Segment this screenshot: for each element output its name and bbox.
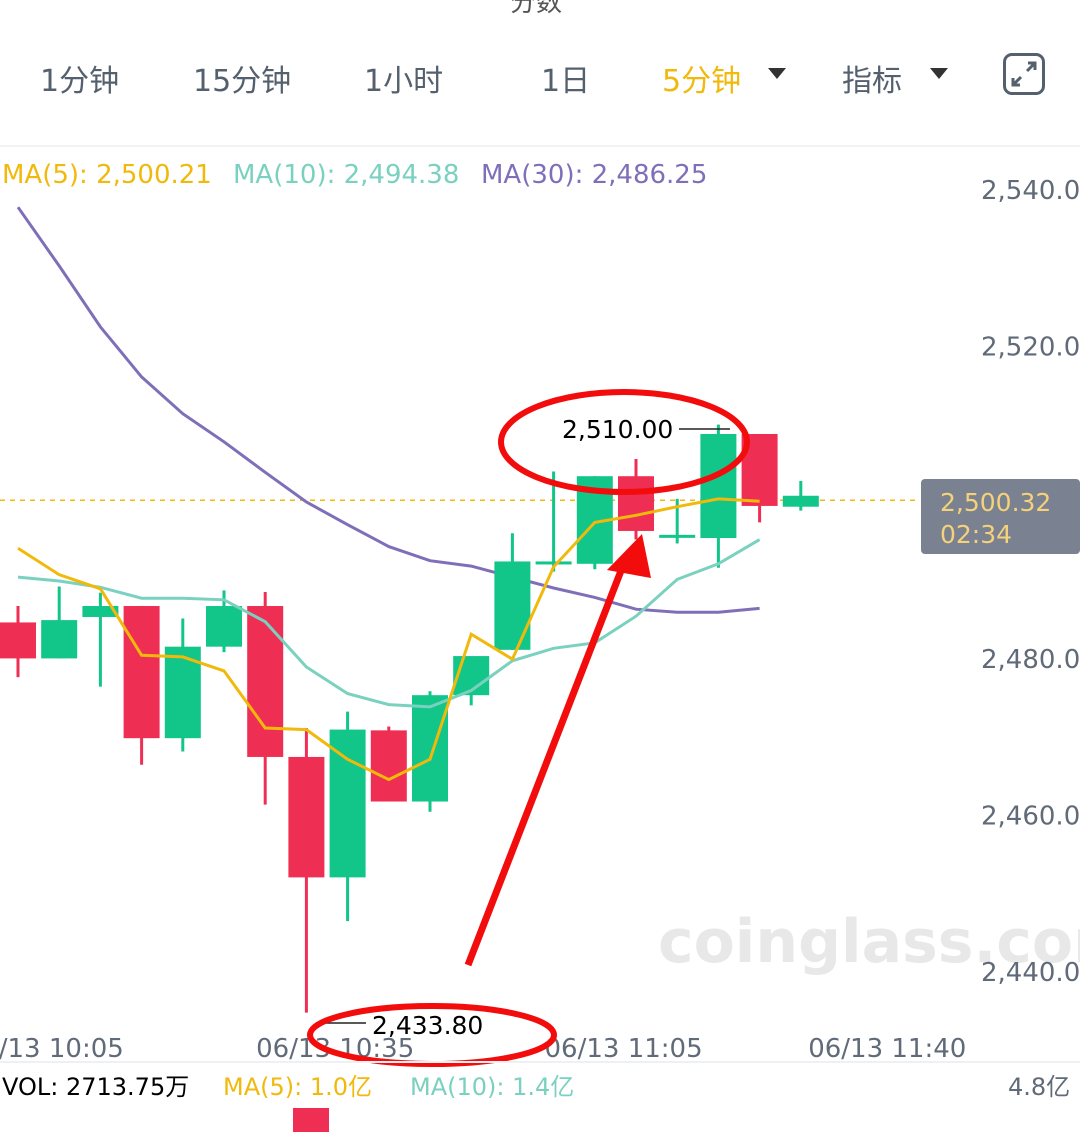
- y-tick-label: 2,480.0: [981, 645, 1080, 675]
- x-axis: 06/13 10:05 06/13 10:35 06/13 11:05 06/13 1…: [0, 1034, 966, 1064]
- candle-body: [206, 606, 242, 647]
- ma10-line: [17, 538, 761, 709]
- ma30-line: [16, 206, 760, 614]
- tab-1min[interactable]: 1分钟: [40, 64, 120, 99]
- candle: [700, 424, 737, 568]
- tab-indicators[interactable]: 指标: [842, 64, 902, 99]
- y-tick-label: 2,520.0: [981, 332, 1080, 362]
- candle-body: [370, 730, 407, 802]
- tab-15min[interactable]: 15分钟: [193, 64, 292, 99]
- candle-body: [412, 695, 448, 802]
- current-price-tag: 2,500.32 02:34: [921, 479, 1080, 554]
- volume-legend: VOL: 2713.75万 MA(5): 1.0亿 MA(10): 1.4亿 4…: [0, 1063, 1080, 1103]
- candle: [247, 591, 284, 805]
- y-tick-label: 2,440.0: [981, 958, 1080, 988]
- y-axis: 2,540.0 2,520.0 2,480.0 2,460.0 2,440.0: [981, 176, 1080, 988]
- candle: [123, 606, 160, 765]
- candle: [41, 586, 78, 659]
- low-marker: 2,433.80: [316, 1011, 483, 1040]
- tab-5min[interactable]: 5分钟: [662, 64, 742, 99]
- candle-body: [700, 433, 737, 538]
- candle-body: [618, 476, 654, 531]
- candle-body: [782, 495, 819, 507]
- timeframe-tabs: 分数 1分钟 15分钟 1小时 1日 5分钟 指标: [0, 0, 1080, 147]
- candle-body: [288, 756, 325, 878]
- ma10-legend: MA(10): 2,494.38: [233, 160, 459, 190]
- candle-body: [329, 729, 366, 878]
- candle: [782, 480, 819, 511]
- candle-body: [659, 534, 696, 538]
- candle-body: [494, 561, 531, 650]
- candle-body: [82, 606, 119, 617]
- watermark-logo: coinglass.com: [658, 907, 1080, 977]
- indicator-dropdown-icon[interactable]: [930, 68, 948, 79]
- candle: [370, 726, 407, 802]
- candle: [0, 606, 36, 678]
- volume-value: VOL: 2713.75万: [2, 1073, 190, 1101]
- candle-body: [123, 606, 160, 739]
- y-tick-label: 2,460.0: [981, 802, 1080, 832]
- ma5-legend: MA(5): 2,500.21: [2, 160, 212, 190]
- candle-body: [0, 622, 36, 659]
- x-tick-label: 06/13 10:35: [256, 1034, 414, 1064]
- x-tick-label: 06/13 10:05: [0, 1034, 124, 1064]
- x-tick-label: 06/13 11:05: [545, 1034, 703, 1064]
- header-title-cut: 分数: [510, 0, 563, 18]
- candle-body: [535, 561, 572, 565]
- volume-axis-max: 4.8亿: [1008, 1073, 1071, 1101]
- candle: [412, 691, 448, 812]
- candle: [618, 459, 654, 540]
- candle-body: [41, 620, 78, 659]
- low-circle-annotation: [307, 1003, 557, 1067]
- candle-body: [247, 606, 284, 757]
- ma5-line: [17, 497, 760, 782]
- tab-1hour[interactable]: 1小时: [364, 64, 444, 99]
- timeframe-dropdown-icon[interactable]: [768, 68, 786, 79]
- volume-ma10: MA(10): 1.4亿: [410, 1073, 575, 1101]
- countdown-timer: 02:34: [940, 520, 1012, 549]
- arrow-head-icon: [607, 534, 651, 578]
- ma30-legend: MA(30): 2,486.25: [481, 160, 707, 190]
- arrow-shaft: [464, 561, 628, 967]
- volume-ma5: MA(5): 1.0亿: [223, 1073, 373, 1101]
- low-marker-label: 2,433.80: [372, 1011, 483, 1040]
- high-circle-annotation: [498, 389, 750, 495]
- annotation-overlay: [307, 389, 750, 1067]
- candle: [329, 711, 366, 922]
- fullscreen-icon[interactable]: [1003, 53, 1045, 95]
- candle: [288, 728, 325, 1013]
- current-price-value: 2,500.32: [940, 488, 1051, 517]
- candle: [164, 618, 201, 752]
- x-tick-label: 06/13 11:40: [808, 1034, 966, 1064]
- candle: [82, 592, 119, 687]
- candles: [0, 424, 819, 1013]
- candle: [535, 471, 572, 572]
- tab-1day[interactable]: 1日: [541, 64, 591, 99]
- ma-legend: MA(5): 2,500.21 MA(10): 2,494.38 MA(30):…: [2, 160, 707, 190]
- high-marker: 2,510.00: [562, 415, 730, 444]
- high-marker-label: 2,510.00: [562, 415, 673, 444]
- y-tick-label: 2,540.0: [981, 176, 1080, 206]
- volume-bar: [293, 1108, 329, 1132]
